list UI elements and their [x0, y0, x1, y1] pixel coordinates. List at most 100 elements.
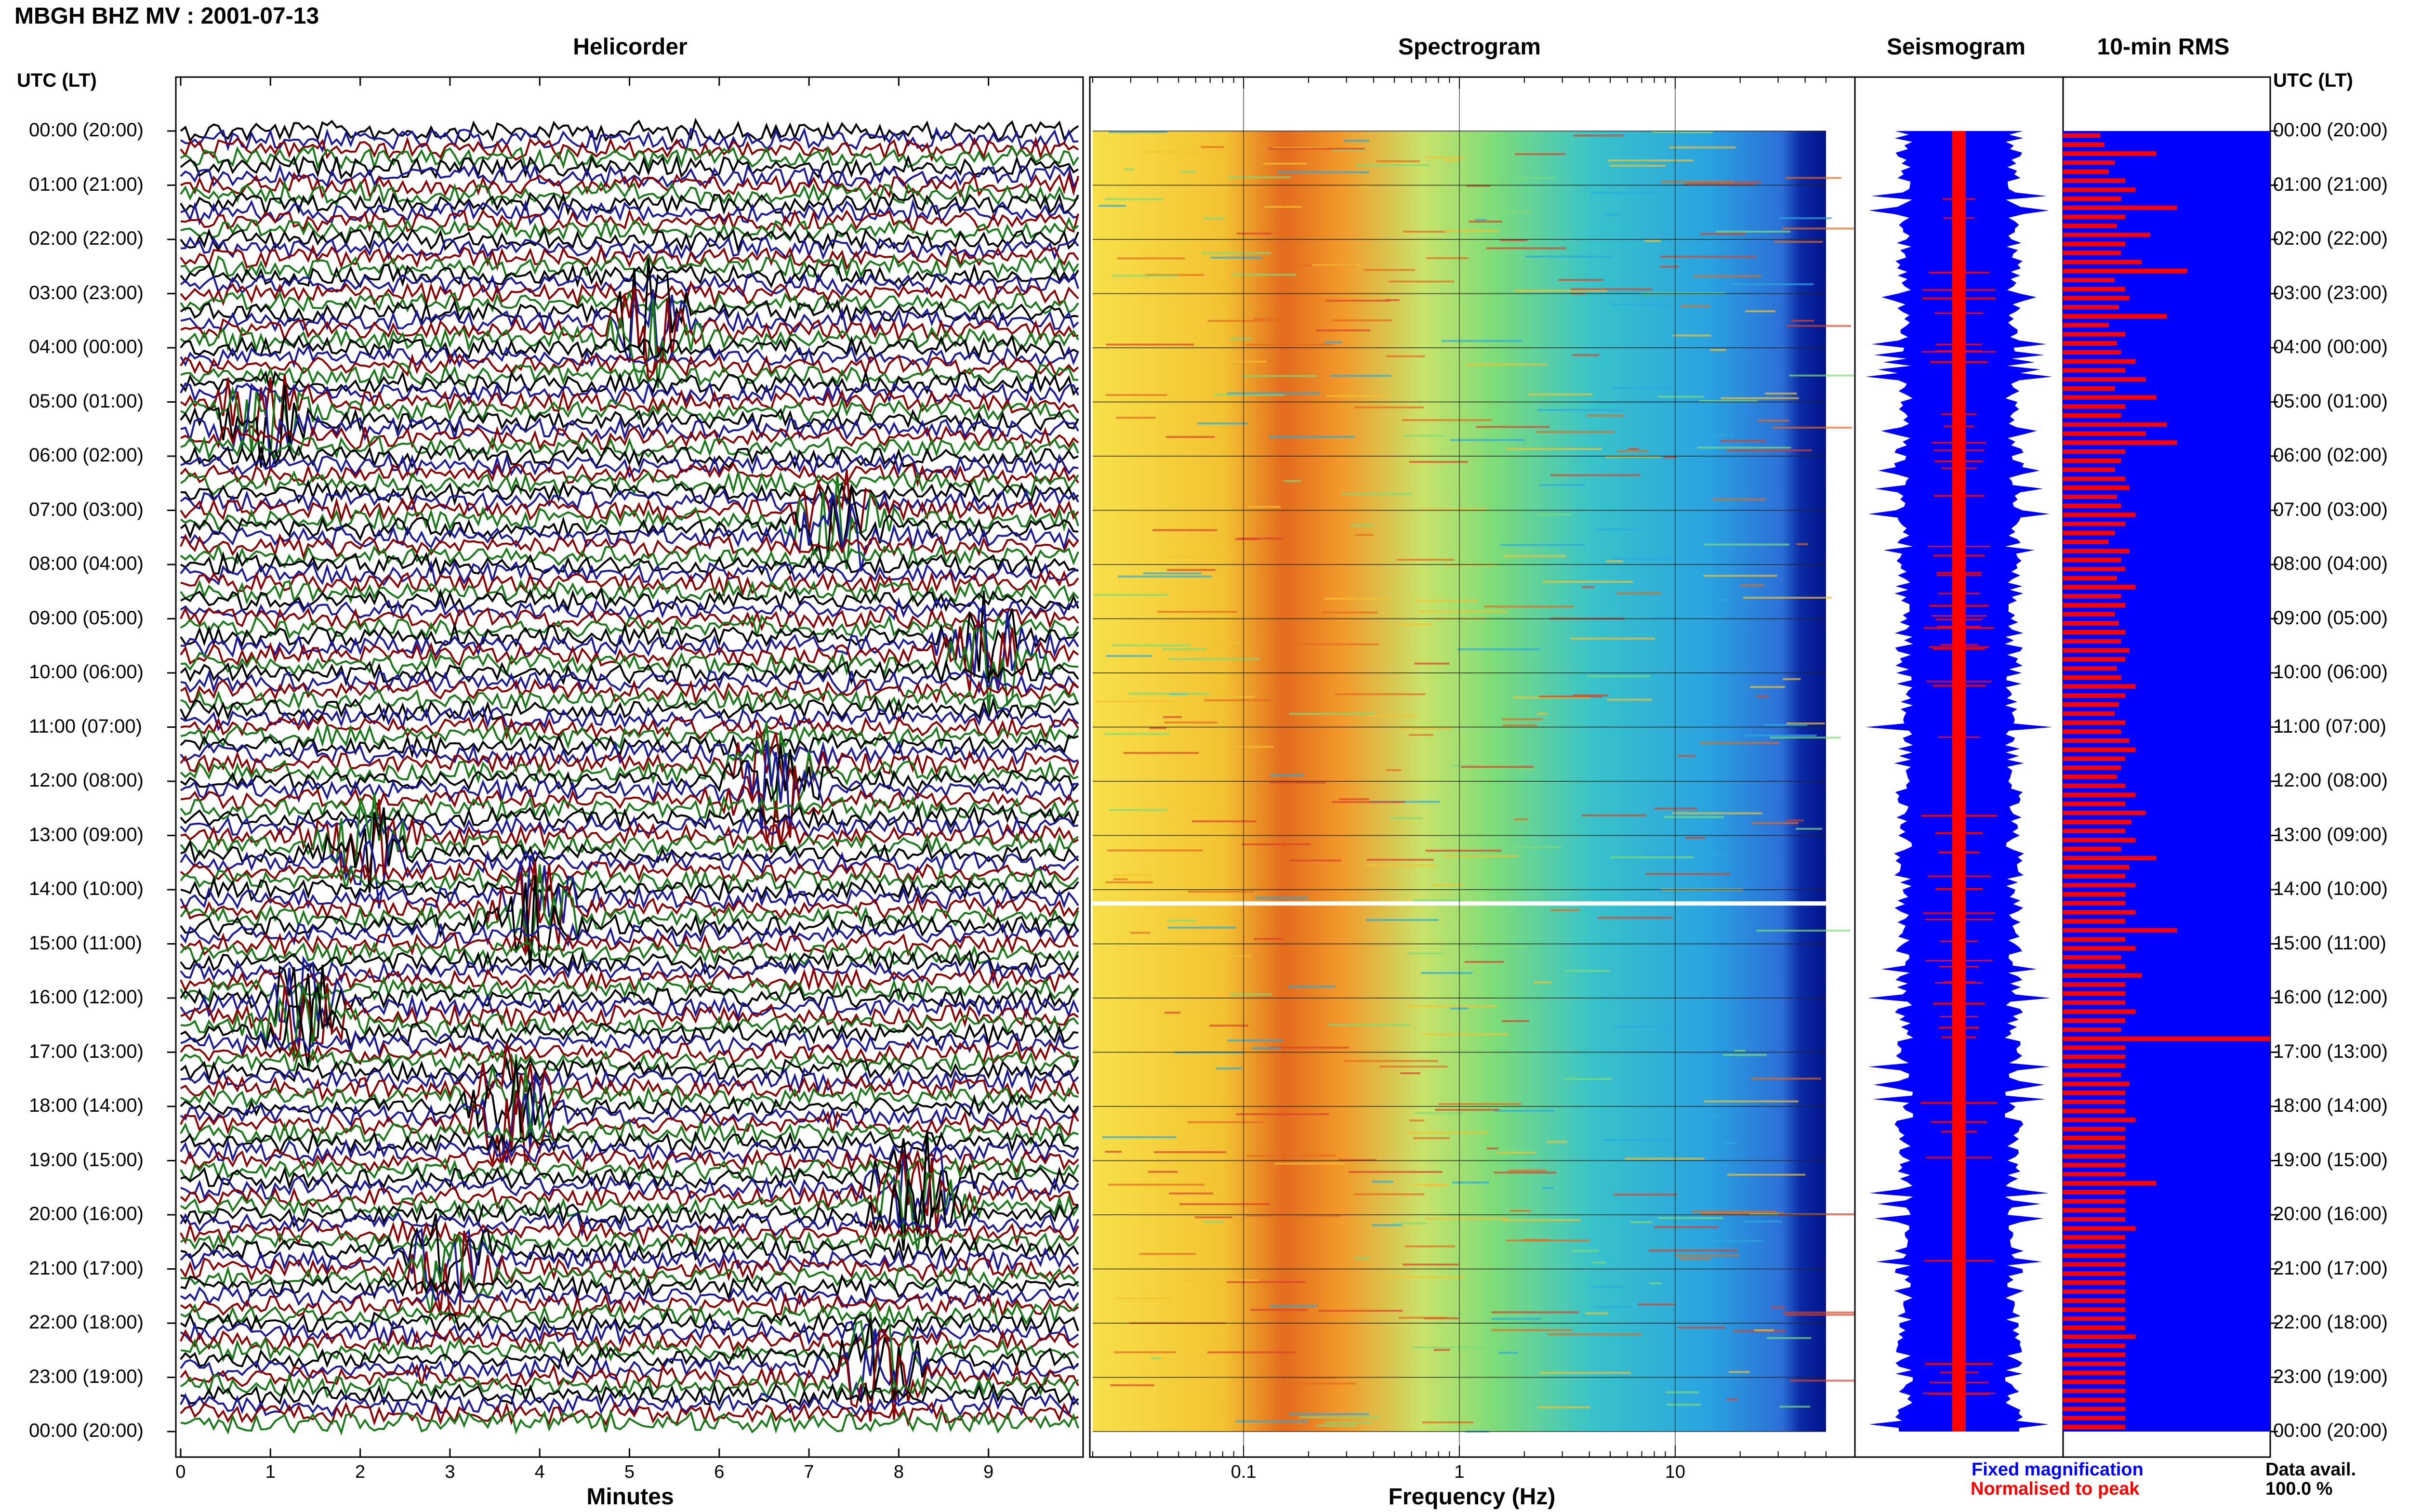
helicorder-trace [180, 861, 1079, 952]
spectrogram-streak [1325, 300, 1390, 302]
right-time-tick-label: 07:00 (03:00) [2273, 499, 2388, 520]
spectrogram-streak [1614, 1026, 1690, 1028]
rms-bar [2063, 1280, 2125, 1285]
spectrogram-streak [1496, 1151, 1536, 1154]
helicorder-trace [180, 721, 1079, 818]
spectrogram-streak [1094, 593, 1168, 596]
spectrogram-streak [1216, 1067, 1242, 1070]
spectrogram-streak [1113, 1351, 1177, 1354]
spectrogram-streak [1418, 610, 1508, 612]
spectrogram-streak [1241, 375, 1318, 377]
helicorder-x-tick-label: 0 [175, 1462, 186, 1482]
helicorder-trace [180, 875, 1079, 902]
right-time-tick-label: 04:00 (00:00) [2273, 336, 2388, 357]
spectrogram-streak [1444, 855, 1519, 857]
spectrogram-streak [1547, 1141, 1568, 1143]
spectrogram-streak [1340, 493, 1412, 495]
rms-bar [2063, 530, 2115, 536]
rms-bar [2063, 205, 2177, 210]
rms-bar [2063, 576, 2117, 580]
left-time-tick-label: 16:00 (12:00) [29, 986, 144, 1008]
rms-bar [2063, 178, 2125, 183]
spectrogram-streak [1502, 1219, 1581, 1221]
spectrogram-streak [1616, 592, 1662, 595]
spectrogram-streak [1425, 850, 1502, 852]
spectrogram-streak [1699, 742, 1779, 744]
rms-bar [2063, 1127, 2125, 1131]
right-axis-header: UTC (LT) [2273, 70, 2353, 91]
spectrogram-streak [1377, 160, 1420, 162]
spectrogram-streak [1403, 434, 1446, 437]
spectrogram-streak [1107, 849, 1203, 852]
rms-bar [2063, 774, 2117, 779]
rms-bar [2063, 720, 2125, 725]
helicorder-trace [180, 1318, 1079, 1402]
spectrogram-streak [1539, 696, 1603, 698]
helicorder-trace [180, 706, 1079, 732]
spectrogram-streak [1779, 1406, 1811, 1408]
spectrogram-streak [1105, 881, 1153, 883]
spectrogram-streak [1763, 724, 1808, 726]
spectrogram-streak [1767, 1337, 1812, 1339]
spectrogram-streak [1629, 1221, 1653, 1223]
spectrogram-streak [1442, 340, 1522, 342]
spectrogram-streak [1250, 1309, 1308, 1311]
spectrogram-streak [1115, 1297, 1172, 1300]
left-time-tick-label: 08:00 (04:00) [29, 553, 144, 574]
helicorder-trace [180, 1130, 1079, 1155]
spectrogram-streak [1416, 1112, 1465, 1114]
spectrogram-streak [1692, 1210, 1777, 1213]
spectrogram-streak [1284, 480, 1301, 482]
spectrogram-streak [1443, 230, 1499, 232]
helicorder-trace [180, 1170, 1079, 1252]
helicorder-trace [180, 486, 1079, 571]
helicorder-trace [180, 803, 1079, 832]
spectrogram-streak [1312, 264, 1361, 266]
rms-bar [2063, 395, 2157, 400]
rms-bar [2063, 1307, 2125, 1312]
spectrogram-streak [1187, 1121, 1264, 1123]
spectrogram-streak [1326, 395, 1389, 397]
rms-bar [2063, 1262, 2125, 1267]
seismogram-title: Seismogram [1886, 34, 2026, 60]
left-time-tick-label: 03:00 (23:00) [29, 282, 144, 303]
spectrogram-streak [1704, 543, 1789, 546]
rms-bar [2063, 1361, 2125, 1367]
helicorder-trace [180, 381, 1079, 406]
left-time-tick-label: 09:00 (05:00) [29, 607, 144, 629]
helicorder-trace [180, 569, 1079, 598]
spectrogram-streak [1397, 623, 1433, 626]
spectrogram-streak [1660, 255, 1757, 258]
rms-bar [2063, 819, 2131, 825]
rms-bar [2063, 1397, 2125, 1403]
helicorder-trace [180, 560, 1079, 588]
helicorder-x-tick-label: 1 [265, 1462, 276, 1482]
spectrogram-streak [1502, 718, 1543, 721]
spectrogram-streak [1412, 1346, 1491, 1349]
rms-bar [2063, 359, 2136, 364]
helicorder-trace [180, 696, 1079, 723]
rms-bar [2063, 187, 2136, 192]
spectrogram-streak [1321, 611, 1378, 614]
rms-bar [2063, 756, 2125, 761]
spectrogram-x-axis-title: Frequency (Hz) [1388, 1484, 1556, 1510]
helicorder-trace [180, 533, 1079, 560]
spectrogram-streak [1570, 288, 1653, 290]
rms-bar [2063, 792, 2136, 797]
spectrogram-streak [1235, 538, 1260, 540]
spectrogram-streak [1372, 1224, 1403, 1226]
spectrogram-streak [1494, 1171, 1557, 1174]
left-time-tick-label: 12:00 (08:00) [29, 770, 144, 791]
left-time-tick-label: 06:00 (02:00) [29, 445, 144, 466]
rms-bar [2063, 955, 2121, 960]
spectrogram-streak [1403, 1263, 1459, 1266]
spectrogram-streak [1644, 240, 1661, 242]
spectrogram-streak [1597, 917, 1673, 919]
spectrogram-streak [1465, 363, 1548, 366]
right-time-tick-label: 05:00 (01:00) [2273, 390, 2388, 412]
right-time-tick-label: 19:00 (15:00) [2273, 1149, 2388, 1170]
left-time-tick-label: 23:00 (19:00) [29, 1366, 144, 1387]
rms-bar [2063, 612, 2115, 617]
rms-bar [2063, 1253, 2125, 1258]
